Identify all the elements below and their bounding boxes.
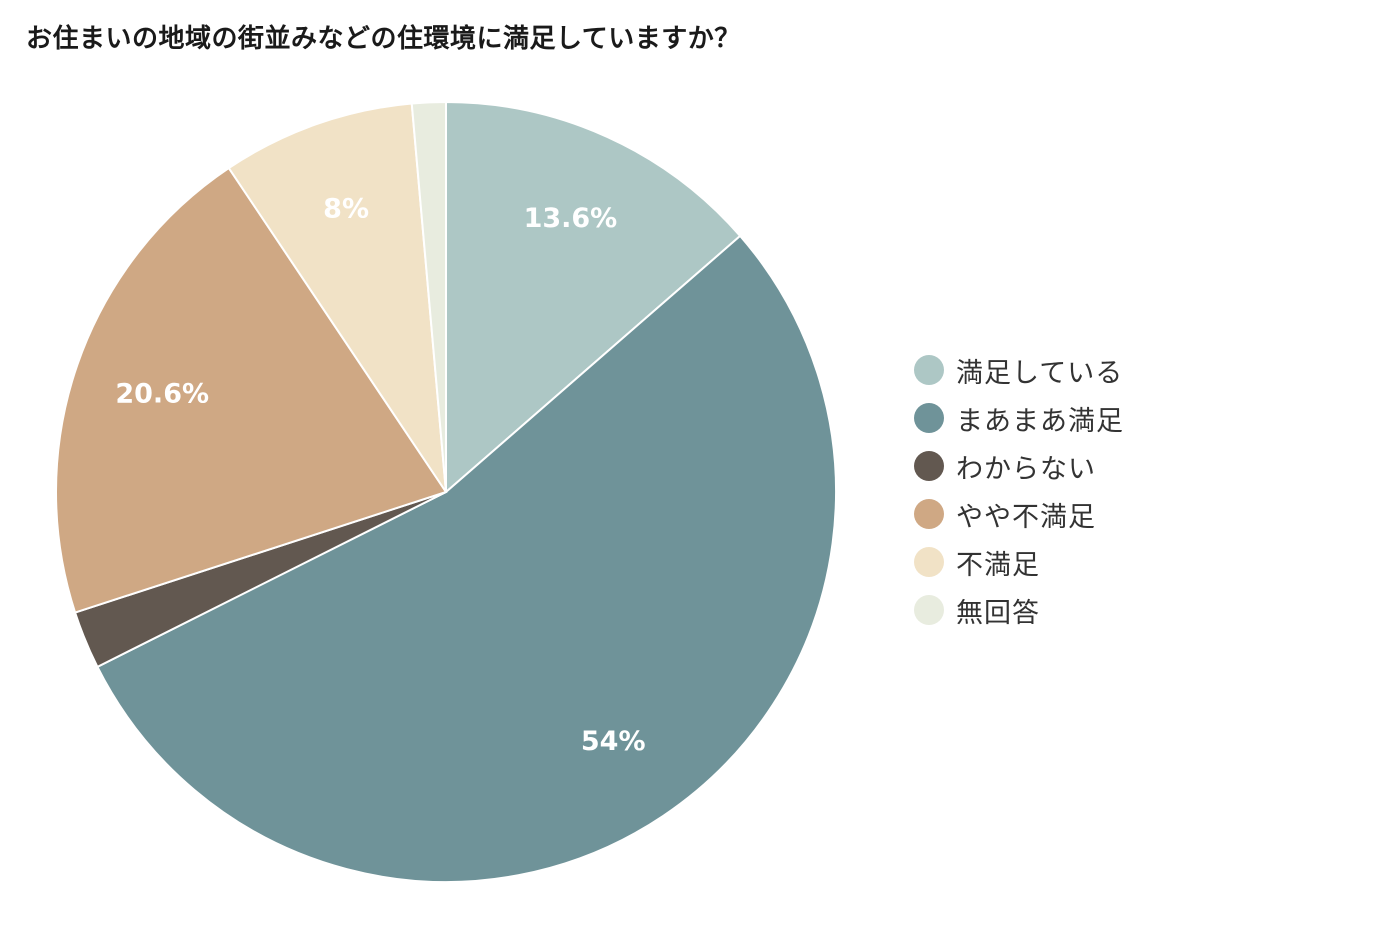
pie-slice-4 <box>227 102 447 493</box>
slice-data-label-0: 13.6% <box>524 203 618 234</box>
legend-swatch-2 <box>914 451 944 481</box>
legend-item-2: わからない <box>914 442 1124 490</box>
legend: 満足している まあまあ満足 わからないやや不満足不満足無回答 <box>914 346 1124 634</box>
legend-swatch-3 <box>914 499 944 529</box>
legend-label-5: 無回答 <box>956 597 1040 629</box>
legend-swatch-4 <box>914 547 944 577</box>
legend-label-4: 不満足 <box>956 549 1040 581</box>
pie-slice-5 <box>410 100 447 493</box>
pie-chart: 13.6% 54% 20.6% 8% <box>55 100 837 883</box>
legend-label-3: やや不満足 <box>956 501 1096 533</box>
legend-item-1: まあまあ満足 <box>914 394 1124 442</box>
legend-item-4: 不満足 <box>914 538 1124 586</box>
slice-data-label-3: 20.6% <box>115 378 209 409</box>
legend-item-3: やや不満足 <box>914 490 1124 538</box>
legend-item-5: 無回答 <box>914 586 1124 634</box>
legend-label-1: まあまあ満足 <box>956 405 1124 437</box>
slice-data-label-1: 54% <box>581 726 646 757</box>
legend-label-0: 満足している <box>956 357 1124 389</box>
pie-slice-3 <box>55 166 448 614</box>
legend-item-0: 満足している <box>914 346 1124 394</box>
legend-swatch-0 <box>914 355 944 385</box>
legend-swatch-1 <box>914 403 944 433</box>
chart-title: お住まいの地域の街並みなどの住環境に満足していますか？ <box>26 24 741 54</box>
pie-slice-0 <box>445 100 742 495</box>
pie-slice-1 <box>96 234 837 883</box>
slice-data-label-4: 8% <box>323 193 369 224</box>
legend-swatch-5 <box>914 595 944 625</box>
legend-label-2: わからない <box>956 453 1096 485</box>
